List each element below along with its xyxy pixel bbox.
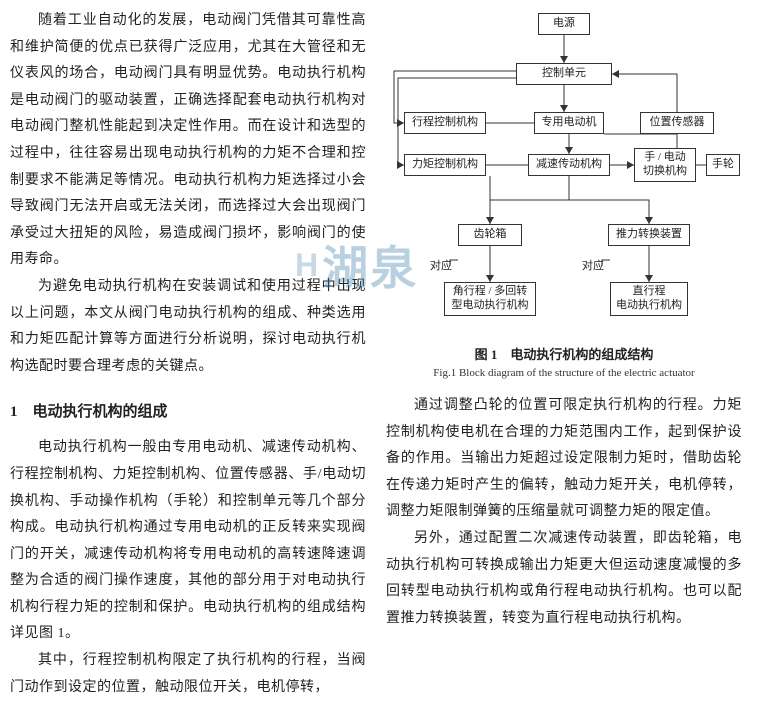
node-power: 电源 <box>538 13 590 35</box>
page: 随着工业自动化的发展，电动阀门凭借其可靠性高和维护简便的优点已获得广泛应用，尤其… <box>0 0 762 701</box>
node-hand: 手轮 <box>706 154 740 176</box>
section-heading-1: 1 电动执行机构的组成 <box>10 400 366 421</box>
para-right-1: 通过调整凸轮的位置可限定执行机构的行程。力矩控制机构使电机在合理的力矩范围内工作… <box>386 393 742 526</box>
node-ctrl: 控制单元 <box>516 63 612 85</box>
para-intro-1: 随着工业自动化的发展，电动阀门凭借其可靠性高和维护简便的优点已获得广泛应用，尤其… <box>10 8 366 274</box>
right-column: 电源控制单元行程控制机构 专用电动机 位置传感器力矩控制机构 减速传动机构 手 / 电动… <box>386 8 742 701</box>
figure-caption-cn: 图 1 电动执行机构的组成结构 <box>386 344 742 363</box>
figure-caption-en: Fig.1 Block diagram of the structure of … <box>386 367 742 379</box>
node-motor: 专用电动机 <box>534 112 604 134</box>
node-travel: 行程控制机构 <box>404 112 486 134</box>
node-multi: 角行程 / 多回转型电动执行机构 <box>444 282 536 316</box>
block-diagram: 电源控制单元行程控制机构 专用电动机 位置传感器力矩控制机构 减速传动机构 手 / 电动… <box>386 8 742 338</box>
label-dui2: 对应 <box>582 257 604 273</box>
node-pos: 位置传感器 <box>640 112 714 134</box>
left-column: 随着工业自动化的发展，电动阀门凭借其可靠性高和维护简便的优点已获得广泛应用，尤其… <box>10 8 366 701</box>
node-gearbox: 齿轮箱 <box>458 224 522 246</box>
node-torque: 力矩控制机构 <box>404 154 486 176</box>
para-right-2: 另外，通过配置二次减速传动装置，即齿轮箱，电动执行机构可转换成输出力矩更大但运动… <box>386 526 742 632</box>
node-linear: 直行程电动执行机构 <box>610 282 688 316</box>
label-dui1: 对应 <box>430 257 452 273</box>
node-gearred: 减速传动机构 <box>528 154 610 176</box>
para-comp-1: 电动执行机构一般由专用电动机、减速传动机构、行程控制机构、力矩控制机构、位置传感… <box>10 435 366 648</box>
para-intro-2: 为避免电动执行机构在安装调试和使用过程中出现以上问题，本文从阀门电动执行机构的组… <box>10 274 366 380</box>
para-comp-2: 其中，行程控制机构限定了执行机构的行程，当阀门动作到设定的位置，触动限位开关，电… <box>10 648 366 701</box>
node-thrust: 推力转换装置 <box>608 224 690 246</box>
node-switch: 手 / 电动切换机构 <box>634 148 696 182</box>
